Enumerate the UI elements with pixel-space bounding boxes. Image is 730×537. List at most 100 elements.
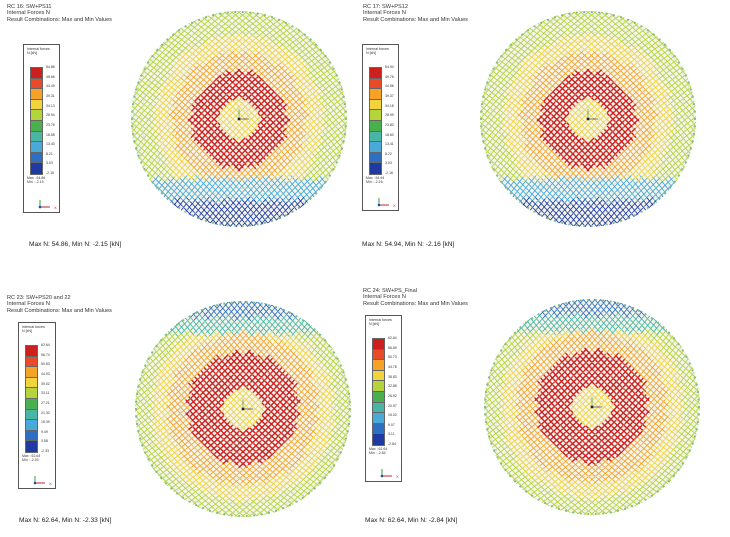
member-segment bbox=[314, 137, 322, 145]
support-node bbox=[303, 202, 306, 205]
member-segment bbox=[490, 177, 498, 185]
member-segment bbox=[290, 77, 298, 84]
member-segment bbox=[337, 101, 345, 108]
member-segment bbox=[660, 85, 668, 94]
member-segment bbox=[230, 30, 238, 37]
member-segment bbox=[588, 51, 597, 58]
member-segment bbox=[246, 205, 254, 214]
member-segment bbox=[528, 53, 536, 61]
member-segment bbox=[149, 116, 157, 125]
member-segment bbox=[253, 226, 261, 227]
member-segment bbox=[664, 68, 673, 75]
member-segment bbox=[624, 204, 632, 214]
member-segment bbox=[211, 206, 219, 215]
member-segment bbox=[511, 115, 519, 124]
member-segment bbox=[202, 194, 210, 203]
member-segment bbox=[174, 168, 182, 178]
member-segment bbox=[312, 65, 320, 72]
support-node bbox=[204, 219, 208, 222]
member-segment bbox=[236, 217, 244, 226]
member-segment bbox=[567, 185, 575, 194]
member-segment bbox=[306, 201, 314, 211]
member-segment bbox=[520, 124, 528, 133]
member-segment bbox=[538, 13, 546, 20]
member-segment bbox=[581, 93, 589, 101]
member-segment bbox=[139, 84, 147, 90]
member-segment bbox=[526, 92, 534, 99]
member-segment bbox=[591, 102, 599, 110]
member-segment bbox=[667, 105, 675, 112]
member-segment bbox=[146, 127, 154, 136]
member-segment bbox=[259, 47, 267, 54]
member-segment bbox=[567, 40, 575, 47]
member-segment bbox=[495, 127, 503, 136]
member-segment bbox=[645, 168, 653, 178]
member-segment bbox=[570, 37, 578, 44]
member-segment bbox=[191, 103, 199, 112]
result-panel-rc16: RC 16: SW+PS11 Internal Forces N Result … bbox=[0, 0, 365, 268]
support-node bbox=[147, 174, 150, 177]
member-segment bbox=[615, 165, 623, 174]
member-segment bbox=[237, 176, 245, 185]
member-segment bbox=[280, 79, 288, 87]
member-segment bbox=[512, 50, 520, 58]
support-node bbox=[197, 217, 201, 220]
support-node bbox=[619, 16, 623, 19]
member-segment bbox=[656, 155, 664, 163]
member-segment bbox=[275, 28, 283, 34]
member-segment bbox=[656, 143, 665, 151]
member-segment bbox=[216, 77, 225, 86]
legend-title-text: Internal forces bbox=[22, 325, 45, 329]
member-segment bbox=[505, 137, 513, 145]
ring-member bbox=[219, 99, 259, 139]
member-segment bbox=[239, 18, 247, 25]
member-segment bbox=[568, 131, 576, 140]
member-segment bbox=[682, 132, 690, 140]
member-segment bbox=[237, 476, 245, 483]
member-segment bbox=[187, 113, 196, 122]
member-segment bbox=[172, 85, 180, 93]
member-segment bbox=[300, 187, 308, 195]
member-segment bbox=[247, 146, 255, 155]
member-segment bbox=[175, 381, 183, 390]
member-segment bbox=[166, 92, 174, 100]
member-segment bbox=[258, 69, 266, 77]
member-segment bbox=[276, 100, 285, 108]
member-segment bbox=[630, 194, 638, 202]
member-segment bbox=[278, 165, 287, 173]
member-segment bbox=[690, 82, 696, 89]
member-segment bbox=[602, 41, 610, 48]
support-node bbox=[263, 14, 266, 17]
member-segment bbox=[536, 113, 545, 122]
member-segment bbox=[267, 103, 275, 111]
member-segment bbox=[564, 26, 572, 33]
member-segment bbox=[567, 144, 576, 153]
member-segment bbox=[217, 212, 225, 221]
member-segment bbox=[201, 62, 209, 70]
support-node bbox=[131, 132, 135, 135]
member-segment bbox=[501, 82, 509, 89]
member-segment bbox=[585, 71, 593, 79]
member-segment bbox=[254, 115, 262, 123]
support-node bbox=[226, 224, 229, 227]
member-segment bbox=[557, 44, 565, 51]
member-segment bbox=[237, 13, 245, 20]
member-segment bbox=[273, 109, 281, 117]
member-segment bbox=[665, 192, 673, 202]
member-segment bbox=[480, 82, 486, 89]
member-segment bbox=[572, 173, 580, 181]
member-segment bbox=[628, 127, 636, 135]
axis-triad-icon: X bbox=[33, 476, 52, 486]
member-segment bbox=[296, 83, 304, 91]
member-segment bbox=[640, 43, 648, 50]
member-segment bbox=[268, 208, 276, 216]
member-segment bbox=[544, 56, 552, 64]
member-segment bbox=[514, 105, 522, 114]
member-segment bbox=[162, 115, 170, 124]
member-segment bbox=[505, 82, 513, 91]
member-segment bbox=[181, 137, 189, 145]
support-node bbox=[324, 180, 327, 183]
member-segment bbox=[164, 173, 172, 182]
member-segment bbox=[195, 28, 203, 34]
member-segment bbox=[532, 213, 540, 222]
